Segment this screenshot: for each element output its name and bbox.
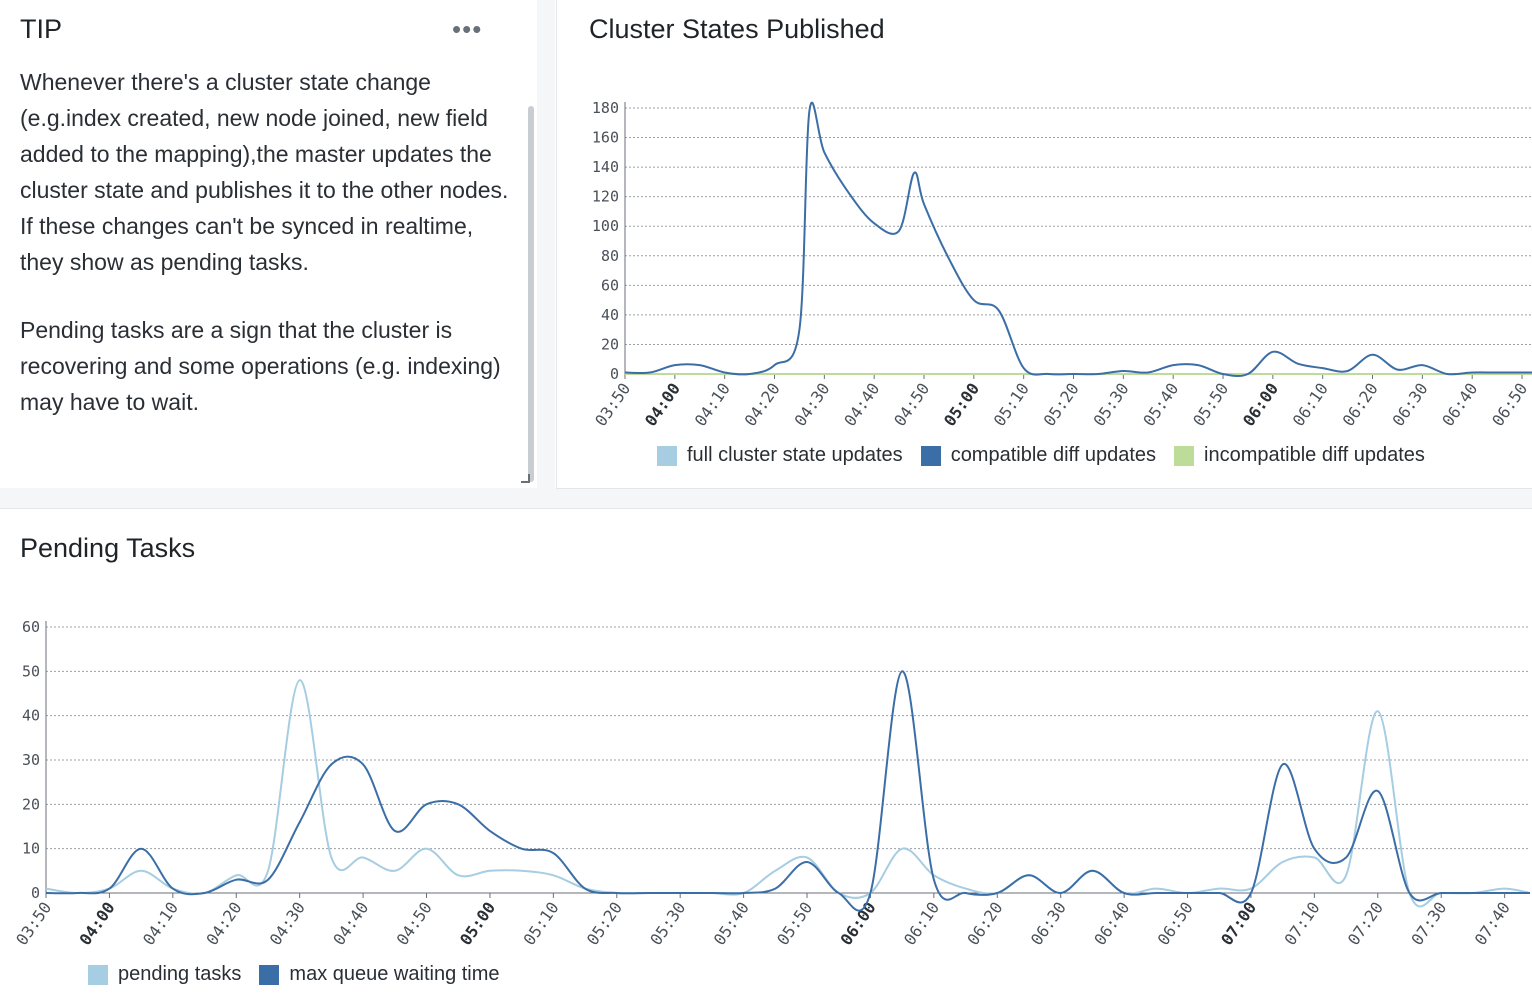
x-tick-label: 05:20: [1040, 379, 1083, 429]
x-tick-label: 05:40: [710, 898, 753, 948]
legend-swatch: [1174, 445, 1195, 466]
x-tick-label: 04:50: [890, 379, 933, 429]
x-tick-label: 05:00: [456, 898, 499, 948]
scrollbar[interactable]: [528, 106, 534, 482]
x-tick-label: 07:40: [1471, 898, 1514, 948]
x-tick-label: 04:50: [393, 898, 436, 948]
x-tick-label: 04:40: [329, 898, 372, 948]
y-tick-label: 50: [22, 662, 40, 680]
x-tick-label: 06:40: [1438, 379, 1481, 429]
x-tick-label: 05:50: [773, 898, 816, 948]
legend-item[interactable]: full cluster state updates: [657, 444, 903, 467]
tip-title: TIP: [20, 14, 63, 44]
x-tick-label: 06:40: [1090, 898, 1133, 948]
pending-tasks-chart: 0 10 20 30 40 50 60 03:50 04:00 04:10 04:20 04:30 04…: [12, 618, 1531, 949]
tip-paragraph: Whenever there's a cluster state change …: [20, 69, 509, 275]
chart-legend: pending tasks max queue waiting time: [88, 963, 518, 986]
x-tick-label: 04:30: [790, 379, 833, 429]
y-tick-label: 180: [592, 99, 619, 117]
x-tick-label: 06:30: [1388, 379, 1431, 429]
x-tick-label: 05:30: [1089, 379, 1132, 429]
cluster-states-panel: Cluster States Published 0 20 40 60 80 100 120…: [556, 0, 1532, 489]
legend-label: full cluster state updates: [687, 444, 903, 466]
y-tick-label: 100: [592, 217, 619, 235]
x-tick-label: 06:20: [963, 898, 1006, 948]
legend-label: compatible diff updates: [950, 444, 1157, 466]
legend-item[interactable]: pending tasks: [88, 963, 241, 986]
y-tick-label: 0: [31, 884, 40, 902]
legend-swatch: [920, 445, 941, 466]
y-tick-label: 10: [22, 840, 40, 858]
x-tick-label: 06:50: [1154, 898, 1197, 948]
x-tick-label: 06:30: [1027, 898, 1070, 948]
x-tick-label: 05:10: [990, 379, 1033, 429]
x-tick-label: 06:10: [1289, 379, 1332, 429]
x-tick-label: 07:20: [1344, 898, 1387, 948]
x-tick-label: 04:00: [76, 898, 119, 948]
x-tick-label: 04:00: [641, 379, 684, 429]
legend-item[interactable]: incompatible diff updates: [1174, 444, 1425, 467]
y-tick-label: 60: [601, 276, 619, 294]
x-tick-label: 04:20: [202, 898, 245, 948]
chart-title: Cluster States Published: [589, 14, 885, 44]
legend-swatch: [657, 445, 677, 466]
series-line-compatible-diff-updates[interactable]: [624, 101, 1532, 378]
x-tick-label: 04:20: [741, 379, 784, 429]
legend-swatch: [88, 964, 108, 985]
x-tick-label: 07:00: [1217, 898, 1260, 948]
panel-gutter: [0, 488, 1532, 508]
chart-legend: full cluster state updates compatible dif…: [657, 444, 1443, 467]
more-horizontal-icon[interactable]: •••: [452, 14, 483, 44]
y-tick-label: 120: [592, 188, 619, 206]
x-tick-label: 05:10: [519, 898, 562, 948]
y-tick-label: 30: [22, 751, 40, 769]
y-tick-label: 60: [22, 618, 40, 636]
legend-label: incompatible diff updates: [1204, 444, 1425, 466]
legend-item[interactable]: max queue waiting time: [259, 963, 500, 986]
x-tick-label: 06:00: [1239, 379, 1282, 429]
x-tick-label: 03:50: [591, 379, 634, 429]
x-tick-label: 07:30: [1407, 898, 1450, 948]
legend-label: pending tasks: [118, 963, 242, 985]
y-tick-label: 140: [592, 158, 619, 176]
legend-label: max queue waiting time: [289, 963, 500, 985]
x-tick-label: 05:40: [1139, 379, 1182, 429]
x-tick-label: 03:50: [12, 898, 55, 948]
x-tick-label: 04:10: [691, 379, 734, 429]
pending-tasks-panel: Pending Tasks 0 10 20 30 40 50 60 03:50 04:00 04:…: [0, 508, 1532, 995]
x-tick-label: 04:30: [266, 898, 309, 948]
x-tick-label: 04:40: [840, 379, 883, 429]
legend-swatch: [259, 964, 280, 985]
x-tick-label: 05:20: [583, 898, 626, 948]
x-tick-label: 05:30: [646, 898, 689, 948]
y-tick-label: 40: [22, 707, 40, 725]
y-tick-label: 0: [610, 365, 619, 383]
y-tick-label: 160: [592, 129, 619, 147]
tip-paragraph: Pending tasks are a sign that the cluste…: [20, 317, 501, 415]
x-tick-label: 04:10: [139, 898, 182, 948]
series-line-max-queue-waiting-time[interactable]: [45, 670, 1530, 912]
resize-handle-icon[interactable]: [519, 472, 531, 484]
y-tick-label: 20: [601, 335, 619, 353]
x-tick-label: 07:10: [1280, 898, 1323, 948]
x-tick-label: 06:20: [1339, 379, 1382, 429]
y-tick-label: 80: [601, 247, 619, 265]
x-tick-label: 06:00: [837, 898, 880, 948]
legend-item[interactable]: compatible diff updates: [920, 444, 1157, 467]
series-line-pending-tasks[interactable]: [45, 679, 1531, 908]
x-tick-label: 06:10: [900, 898, 943, 948]
y-tick-label: 20: [22, 795, 40, 813]
y-tick-label: 40: [601, 306, 619, 324]
chart-title: Pending Tasks: [20, 533, 196, 563]
x-tick-label: 05:50: [1189, 379, 1232, 429]
tip-panel: TIP ••• Whenever there's a cluster state…: [0, 0, 538, 489]
tip-body: Whenever there's a cluster state change …: [20, 64, 510, 420]
x-tick-label: 05:00: [940, 379, 983, 429]
panel-gutter: [537, 0, 555, 488]
x-tick-label: 06:50: [1488, 379, 1531, 429]
